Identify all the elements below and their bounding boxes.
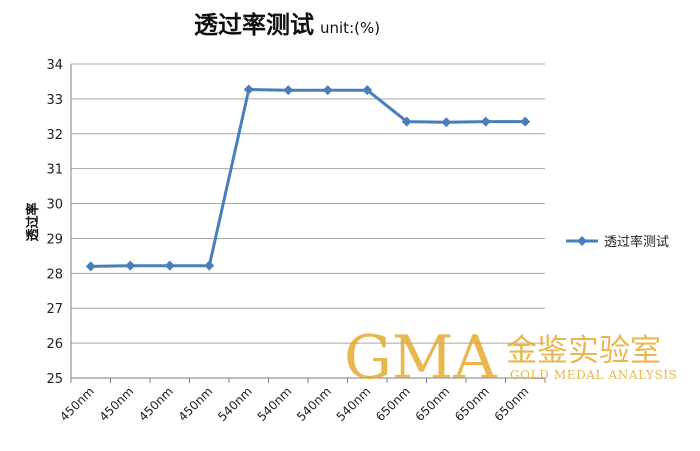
data-point [362, 85, 373, 96]
data-point [125, 260, 136, 271]
y-tick-label: 31 [46, 163, 63, 178]
x-tick-label: 450nm [176, 384, 216, 424]
watermark-logo: GMA 金鉴实验室 GOLD MEDAL ANALYSIS [344, 323, 677, 393]
x-tick-label: 450nm [57, 384, 97, 424]
x-tick-label: 450nm [136, 384, 176, 424]
x-tick-label: 540nm [215, 384, 255, 424]
data-point [322, 85, 333, 96]
y-tick-label: 28 [46, 267, 63, 282]
watermark-cn: 金鉴实验室 [506, 333, 661, 369]
data-point [85, 261, 96, 272]
gridlines [71, 63, 545, 344]
y-tick-label: 25 [46, 372, 63, 387]
y-tick-labels: 25 26 27 28 29 30 31 32 33 34 [46, 58, 63, 387]
series-line [90, 88, 526, 268]
y-axis-label: 透过率 [25, 202, 41, 241]
axes [70, 64, 546, 383]
y-tick-label: 27 [46, 302, 63, 317]
legend-marker [577, 236, 587, 246]
legend: 透过率测试 [566, 234, 669, 250]
chart-title: 透过率测试 [194, 11, 314, 39]
y-tick-label: 29 [46, 232, 63, 247]
x-tick-label: 450nm [97, 384, 137, 424]
legend-label: 透过率测试 [604, 234, 669, 250]
data-point [283, 85, 294, 96]
data-point [243, 84, 254, 95]
y-tick-label: 32 [46, 128, 63, 143]
series-transmittance [85, 84, 531, 272]
watermark-en: GOLD MEDAL ANALYSIS [510, 368, 677, 382]
data-point [441, 117, 452, 128]
x-tick-label: 540nm [294, 384, 334, 424]
chart-title-unit: unit:(%) [320, 19, 380, 37]
data-point [401, 116, 412, 127]
data-point [164, 260, 175, 271]
x-tick-label: 650nm [492, 384, 532, 424]
data-point [204, 260, 215, 271]
data-point [480, 116, 491, 127]
data-point [520, 116, 531, 127]
y-tick-label: 26 [46, 337, 63, 352]
y-tick-label: 30 [46, 198, 63, 213]
y-tick-label: 33 [46, 93, 63, 108]
x-tick-label: 540nm [255, 384, 295, 424]
y-tick-label: 34 [46, 58, 63, 73]
watermark-gma: GMA [344, 323, 497, 393]
